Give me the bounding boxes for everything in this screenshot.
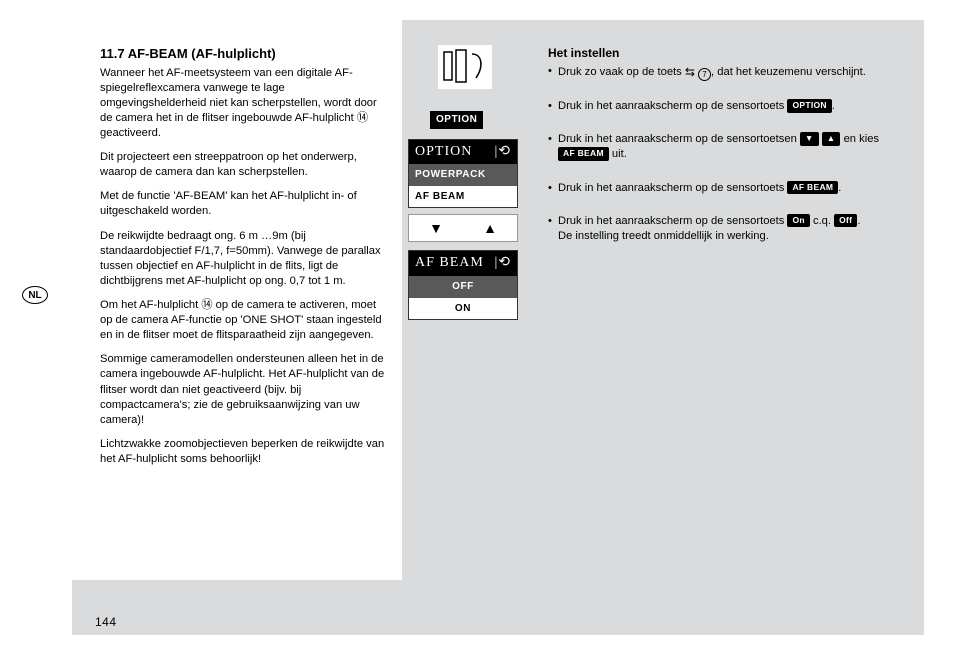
option-menu: OPTION |⟲ POWERPACK AF BEAM: [408, 139, 518, 209]
page-number: 144: [95, 614, 117, 630]
menu-row-powerpack: POWERPACK: [409, 164, 517, 186]
menu-title: AF BEAM: [415, 254, 484, 273]
main-text-column: 11.7 AF-BEAM (AF-hulplicht) Wanneer het …: [100, 45, 386, 476]
menu-row-off: OFF: [409, 276, 517, 298]
paragraph: Lichtzwakke zoomobjectieven beperken de …: [100, 437, 386, 467]
afbeam-menu: AF BEAM |⟲ OFF ON: [408, 250, 518, 320]
down-pill: ▼: [800, 132, 819, 145]
paragraph: Met de functie 'AF-BEAM' kan het AF-hulp…: [100, 189, 386, 219]
arrow-down-icon: ▼: [429, 219, 443, 238]
arrow-up-icon: ▲: [483, 219, 497, 238]
back-icon: |⟲: [494, 143, 511, 162]
option-pill: OPTION: [787, 99, 831, 112]
ui-illustration-column: OPTION OPTION |⟲ POWERPACK AF BEAM ▼ ▲ A…: [408, 45, 524, 320]
back-icon: |⟲: [494, 254, 511, 273]
menu-header: OPTION |⟲: [409, 140, 517, 165]
afbeam-pill: AF BEAM: [787, 181, 838, 194]
paragraph: Om het AF-hulplicht ⑭ op de camera te ac…: [100, 298, 386, 343]
section-heading: 11.7 AF-BEAM (AF-hulplicht): [100, 45, 386, 63]
step-5: Druk in het aanraakscherm op de sensorto…: [548, 214, 883, 244]
menu-row-on: ON: [409, 298, 517, 320]
up-pill: ▲: [822, 132, 841, 145]
step-1: Druk zo vaak op de toets ⇆ 7, dat het ke…: [548, 64, 883, 81]
off-pill: Off: [834, 214, 857, 227]
device-icon: [438, 45, 492, 89]
arrow-buttons: ▼ ▲: [408, 214, 518, 242]
afbeam-pill: AF BEAM: [558, 147, 609, 160]
paragraph: Wanneer het AF-meetsysteem van een digit…: [100, 66, 386, 142]
instructions-column: Het instellen Druk zo vaak op de toets ⇆…: [548, 45, 883, 262]
step-2: Druk in het aanraakscherm op de sensorto…: [548, 99, 883, 114]
instructions-heading: Het instellen: [548, 45, 883, 61]
paragraph: Dit projecteert een streeppatroon op het…: [100, 150, 386, 180]
option-label: OPTION: [430, 111, 483, 129]
paragraph: Sommige cameramodellen ondersteunen alle…: [100, 352, 386, 428]
on-pill: On: [787, 214, 809, 227]
paragraph: De reikwijdte bedraagt ong. 6 m …9m (bij…: [100, 229, 386, 289]
step-3: Druk in het aanraakscherm op de sensorto…: [548, 132, 883, 162]
menu-row-afbeam: AF BEAM: [409, 186, 517, 208]
language-badge: NL: [22, 286, 48, 304]
menu-header: AF BEAM |⟲: [409, 251, 517, 276]
menu-title: OPTION: [415, 143, 472, 162]
step-4: Druk in het aanraakscherm op de sensorto…: [548, 181, 883, 196]
swap-icon: ⇆: [685, 64, 695, 80]
ref-7-icon: 7: [698, 68, 711, 81]
